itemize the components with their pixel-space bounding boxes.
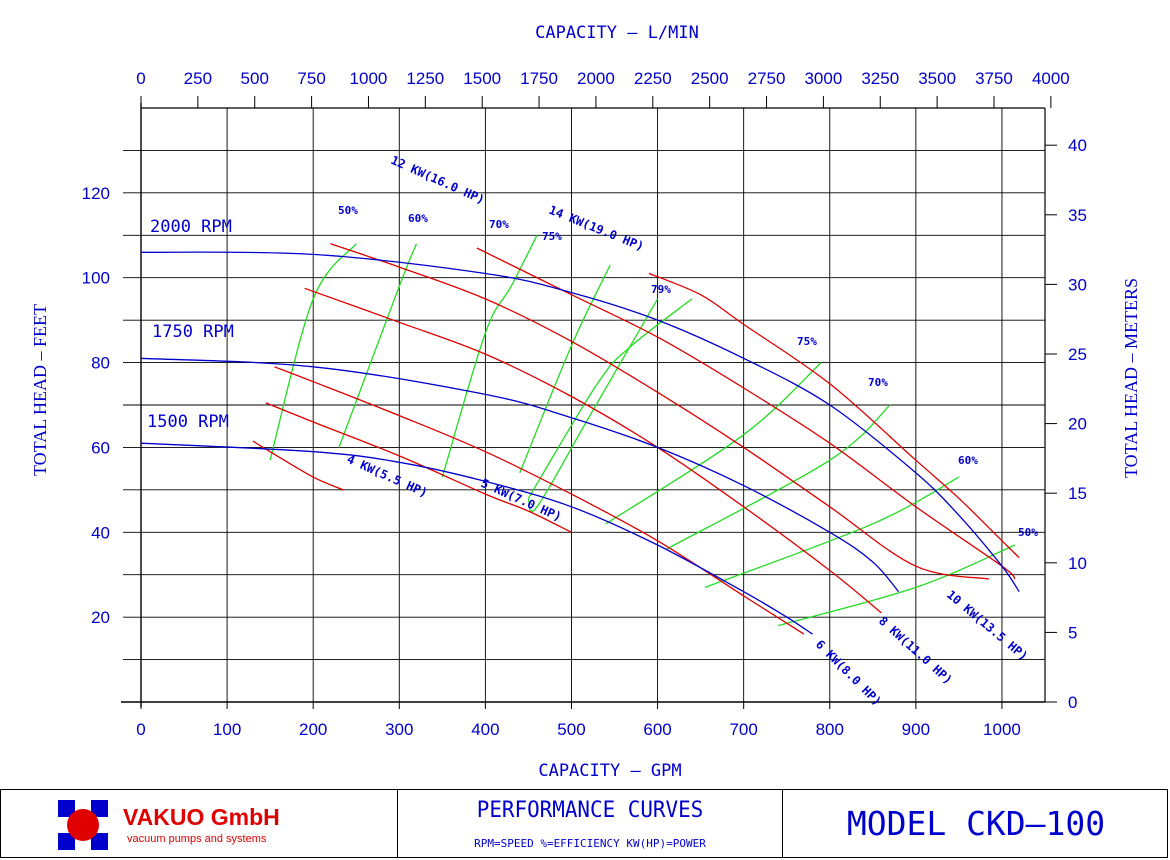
- power-label: 10 KW(13.5 HP): [944, 588, 1030, 664]
- x-tick-label-lmin: 3250: [861, 69, 899, 88]
- vakuo-logo-icon: [58, 800, 108, 850]
- x-tick-label-lmin: 0: [136, 69, 145, 88]
- x-tick-label-gpm: 0: [136, 720, 145, 739]
- efficiency-label: 50%: [1018, 526, 1038, 539]
- speed-curve: [140, 357, 900, 593]
- x-tick-label-lmin: 750: [297, 69, 325, 88]
- efficiency-label: 50%: [338, 204, 358, 217]
- speed-label: 2000 RPM: [150, 217, 232, 237]
- power-curve: [648, 272, 1020, 559]
- x-tick-label-lmin: 2750: [748, 69, 786, 88]
- power-curve: [330, 243, 990, 580]
- efficiency-curve: [441, 235, 538, 478]
- power-curve: [476, 247, 1016, 580]
- efficiency-label: 75%: [542, 230, 562, 243]
- x-tick-label-lmin: 500: [241, 69, 269, 88]
- x-tick-label-lmin: 2000: [577, 69, 615, 88]
- bottom-axis-title: CAPACITY – GPM: [538, 761, 681, 781]
- left-axis-title: TOTAL HEAD – FEET: [30, 304, 50, 476]
- y-tick-label-feet: 40: [91, 523, 110, 542]
- x-tick-label-lmin: 4000: [1032, 69, 1070, 88]
- model-name: MODEL CKD–100: [846, 804, 1106, 843]
- power-curve: [265, 402, 572, 533]
- x-tick-label-gpm: 900: [902, 720, 930, 739]
- power-label: 4 KW(5.5 HP): [345, 452, 430, 500]
- x-tick-label-lmin: 1750: [520, 69, 558, 88]
- x-tick-label-gpm: 200: [299, 720, 327, 739]
- y-tick-label-meters: 25: [1068, 345, 1087, 364]
- y-tick-label-feet: 20: [91, 608, 110, 627]
- x-tick-label-gpm: 800: [816, 720, 844, 739]
- y-tick-label-feet: 120: [82, 184, 110, 203]
- y-tick-label-meters: 40: [1068, 136, 1087, 155]
- x-tick-label-lmin: 3750: [975, 69, 1013, 88]
- y-tick-label-meters: 20: [1068, 415, 1087, 434]
- efficiency-curve: [527, 298, 659, 513]
- x-tick-label-gpm: 600: [643, 720, 671, 739]
- efficiency-curve: [519, 264, 611, 474]
- top-axis-title: CAPACITY – L/MIN: [535, 23, 699, 43]
- y-tick-label-meters: 35: [1068, 206, 1087, 225]
- efficiency-curve: [605, 362, 822, 525]
- efficiency-label: 60%: [958, 454, 978, 467]
- efficiency-curve: [338, 243, 418, 448]
- power-label: 12 KW(16.0 HP): [389, 153, 487, 207]
- y-tick-label-meters: 0: [1068, 693, 1077, 712]
- x-tick-label-gpm: 500: [557, 720, 585, 739]
- power-curve: [252, 440, 344, 491]
- right-axis-title: TOTAL HEAD – METERS: [1121, 278, 1141, 478]
- x-tick-label-lmin: 1250: [406, 69, 444, 88]
- model-cell: MODEL CKD–100: [783, 790, 1169, 857]
- x-tick-label-gpm: 700: [729, 720, 757, 739]
- speed-curve: [140, 442, 813, 635]
- x-tick-label-gpm: 100: [213, 720, 241, 739]
- power-label: 6 KW(8.0 HP): [813, 637, 884, 708]
- performance-title: PERFORMANCE CURVES: [476, 798, 704, 823]
- speed-label: 1750 RPM: [152, 322, 234, 342]
- x-tick-label-lmin: 2250: [634, 69, 672, 88]
- x-tick-label-lmin: 3500: [918, 69, 956, 88]
- x-tick-label-lmin: 2500: [691, 69, 729, 88]
- y-tick-label-meters: 15: [1068, 484, 1087, 503]
- efficiency-label: 70%: [489, 218, 509, 231]
- x-tick-label-lmin: 1000: [350, 69, 388, 88]
- curve-legend: RPM=SPEED %=EFFICIENCY KW(HP)=POWER: [474, 837, 706, 850]
- power-curve: [304, 287, 882, 614]
- x-tick-label-lmin: 3000: [804, 69, 842, 88]
- x-tick-label-gpm: 400: [471, 720, 499, 739]
- y-tick-label-meters: 30: [1068, 275, 1087, 294]
- efficiency-label: 70%: [868, 376, 888, 389]
- company-tagline: vacuum pumps and systems: [127, 833, 267, 845]
- y-tick-label-meters: 10: [1068, 554, 1087, 573]
- power-label: 14 KW(19.0 HP): [547, 203, 646, 254]
- legend-cell: PERFORMANCE CURVES RPM=SPEED %=EFFICIENC…: [398, 790, 783, 857]
- efficiency-label: 75%: [797, 335, 817, 348]
- efficiency-curve: [269, 243, 357, 461]
- power-curve: [274, 366, 805, 635]
- title-block: VAKUO GmbH vacuum pumps and systems PERF…: [0, 789, 1168, 858]
- efficiency-curve: [777, 544, 1016, 627]
- y-tick-label-meters: 5: [1068, 623, 1077, 642]
- company-name: VAKUO GmbH: [123, 804, 280, 830]
- x-tick-label-gpm: 1000: [983, 720, 1021, 739]
- x-tick-label-lmin: 250: [184, 69, 212, 88]
- speed-curve: [140, 251, 1020, 593]
- x-tick-label-lmin: 1500: [463, 69, 501, 88]
- x-tick-label-gpm: 300: [385, 720, 413, 739]
- efficiency-curve: [704, 476, 960, 589]
- y-tick-label-feet: 100: [82, 269, 110, 288]
- efficiency-label: 79%: [651, 283, 671, 296]
- efficiency-label: 60%: [408, 212, 428, 225]
- y-tick-label-feet: 60: [91, 438, 110, 457]
- company-cell: VAKUO GmbH vacuum pumps and systems: [1, 790, 398, 857]
- y-tick-label-feet: 80: [91, 354, 110, 373]
- speed-label: 1500 RPM: [147, 412, 229, 432]
- efficiency-curve: [665, 404, 891, 550]
